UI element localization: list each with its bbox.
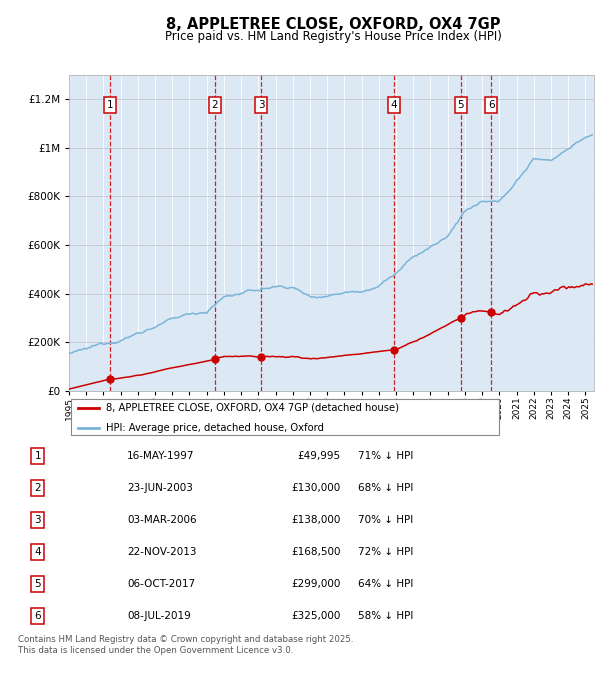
Text: 64% ↓ HPI: 64% ↓ HPI xyxy=(358,579,413,589)
Text: 22-NOV-2013: 22-NOV-2013 xyxy=(127,547,197,557)
Text: 2: 2 xyxy=(35,483,41,493)
Text: 58% ↓ HPI: 58% ↓ HPI xyxy=(358,611,413,621)
Text: 3: 3 xyxy=(258,100,265,110)
Text: 70% ↓ HPI: 70% ↓ HPI xyxy=(358,515,413,525)
Text: 6: 6 xyxy=(35,611,41,621)
Text: 8, APPLETREE CLOSE, OXFORD, OX4 7GP (detached house): 8, APPLETREE CLOSE, OXFORD, OX4 7GP (det… xyxy=(106,403,399,413)
Text: 6: 6 xyxy=(488,100,494,110)
Text: £325,000: £325,000 xyxy=(291,611,340,621)
Text: 5: 5 xyxy=(457,100,464,110)
Text: 16-MAY-1997: 16-MAY-1997 xyxy=(127,451,194,461)
Text: 06-OCT-2017: 06-OCT-2017 xyxy=(127,579,196,589)
Text: 23-JUN-2003: 23-JUN-2003 xyxy=(127,483,193,493)
Text: 4: 4 xyxy=(391,100,397,110)
Text: Price paid vs. HM Land Registry's House Price Index (HPI): Price paid vs. HM Land Registry's House … xyxy=(164,30,502,43)
Text: £299,000: £299,000 xyxy=(291,579,340,589)
Text: 72% ↓ HPI: 72% ↓ HPI xyxy=(358,547,413,557)
Text: 08-JUL-2019: 08-JUL-2019 xyxy=(127,611,191,621)
FancyBboxPatch shape xyxy=(71,398,499,435)
Text: 03-MAR-2006: 03-MAR-2006 xyxy=(127,515,197,525)
Text: £168,500: £168,500 xyxy=(291,547,340,557)
Text: 8, APPLETREE CLOSE, OXFORD, OX4 7GP: 8, APPLETREE CLOSE, OXFORD, OX4 7GP xyxy=(166,17,500,32)
Text: £138,000: £138,000 xyxy=(291,515,340,525)
Text: 3: 3 xyxy=(35,515,41,525)
Text: 5: 5 xyxy=(35,579,41,589)
Text: 1: 1 xyxy=(35,451,41,461)
Text: 68% ↓ HPI: 68% ↓ HPI xyxy=(358,483,413,493)
Text: Contains HM Land Registry data © Crown copyright and database right 2025.
This d: Contains HM Land Registry data © Crown c… xyxy=(18,635,353,655)
Text: £130,000: £130,000 xyxy=(291,483,340,493)
Text: 2: 2 xyxy=(212,100,218,110)
Text: £49,995: £49,995 xyxy=(297,451,340,461)
Text: HPI: Average price, detached house, Oxford: HPI: Average price, detached house, Oxfo… xyxy=(106,423,324,433)
Text: 4: 4 xyxy=(35,547,41,557)
Text: 71% ↓ HPI: 71% ↓ HPI xyxy=(358,451,413,461)
Text: 1: 1 xyxy=(107,100,113,110)
